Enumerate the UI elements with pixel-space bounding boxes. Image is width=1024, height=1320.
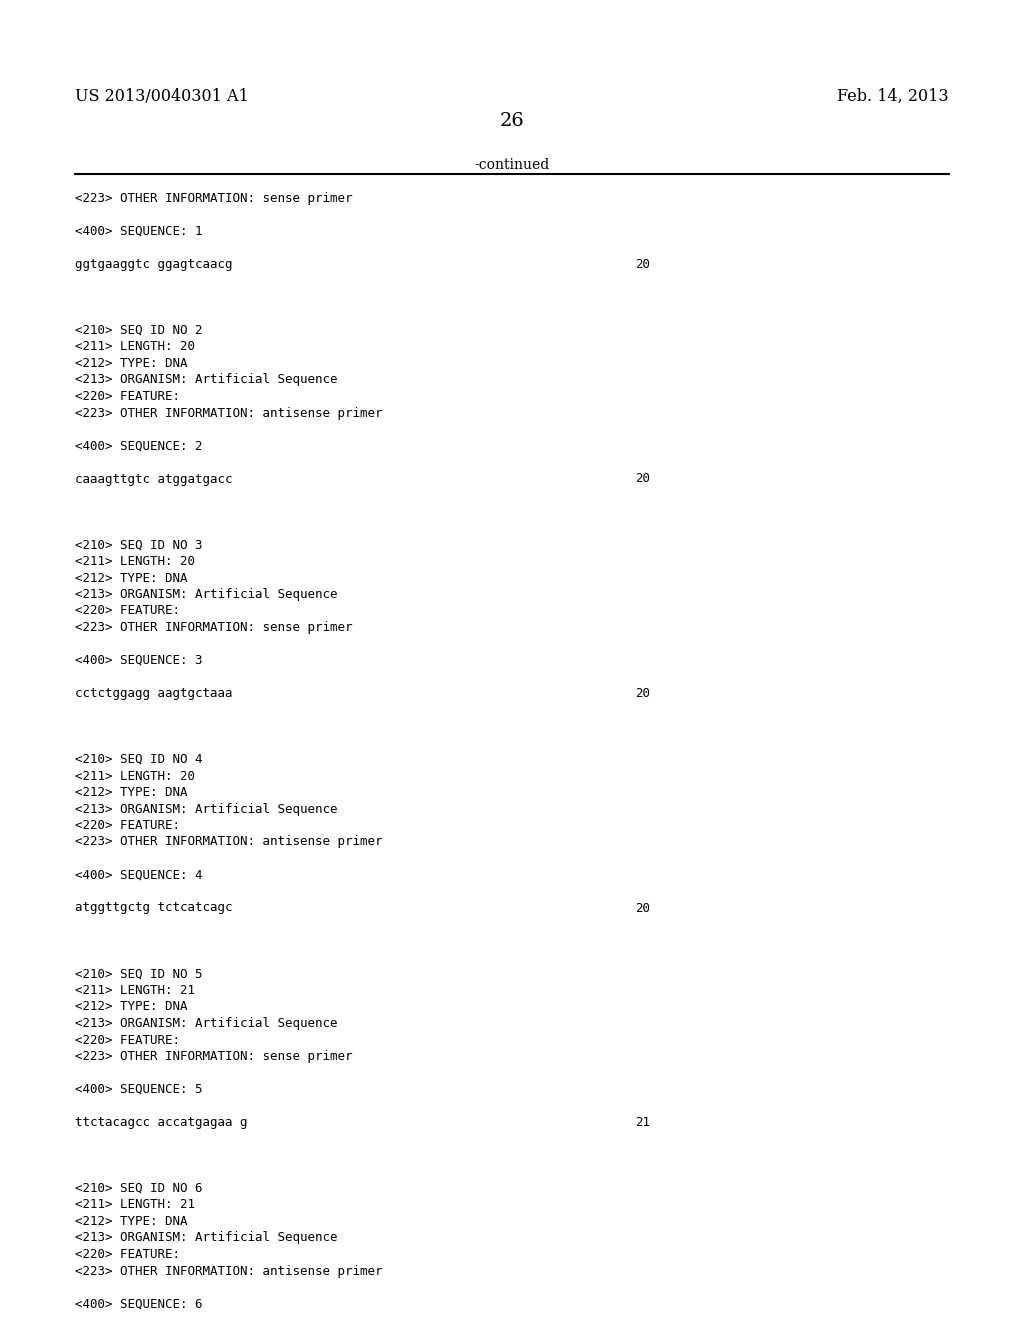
Text: <220> FEATURE:: <220> FEATURE: [75, 389, 180, 403]
Text: <213> ORGANISM: Artificial Sequence: <213> ORGANISM: Artificial Sequence [75, 1232, 338, 1245]
Text: <210> SEQ ID NO 4: <210> SEQ ID NO 4 [75, 752, 203, 766]
Text: ggtgaaggtc ggagtcaacg: ggtgaaggtc ggagtcaacg [75, 257, 232, 271]
Text: <211> LENGTH: 20: <211> LENGTH: 20 [75, 554, 195, 568]
Text: <220> FEATURE:: <220> FEATURE: [75, 605, 180, 618]
Text: <223> OTHER INFORMATION: sense primer: <223> OTHER INFORMATION: sense primer [75, 191, 352, 205]
Text: caaagttgtc atggatgacc: caaagttgtc atggatgacc [75, 473, 232, 486]
Text: <220> FEATURE:: <220> FEATURE: [75, 818, 180, 832]
Text: <220> FEATURE:: <220> FEATURE: [75, 1247, 180, 1261]
Text: <212> TYPE: DNA: <212> TYPE: DNA [75, 1214, 187, 1228]
Text: <213> ORGANISM: Artificial Sequence: <213> ORGANISM: Artificial Sequence [75, 587, 338, 601]
Text: atggttgctg tctcatcagc: atggttgctg tctcatcagc [75, 902, 232, 915]
Text: -continued: -continued [474, 158, 550, 172]
Text: <223> OTHER INFORMATION: antisense primer: <223> OTHER INFORMATION: antisense prime… [75, 836, 383, 849]
Text: Feb. 14, 2013: Feb. 14, 2013 [838, 88, 949, 106]
Text: <211> LENGTH: 21: <211> LENGTH: 21 [75, 983, 195, 997]
Text: <400> SEQUENCE: 6: <400> SEQUENCE: 6 [75, 1298, 203, 1311]
Text: <223> OTHER INFORMATION: antisense primer: <223> OTHER INFORMATION: antisense prime… [75, 407, 383, 420]
Text: <212> TYPE: DNA: <212> TYPE: DNA [75, 356, 187, 370]
Text: <220> FEATURE:: <220> FEATURE: [75, 1034, 180, 1047]
Text: 20: 20 [635, 257, 650, 271]
Text: <400> SEQUENCE: 1: <400> SEQUENCE: 1 [75, 224, 203, 238]
Text: US 2013/0040301 A1: US 2013/0040301 A1 [75, 88, 249, 106]
Text: <212> TYPE: DNA: <212> TYPE: DNA [75, 572, 187, 585]
Text: 20: 20 [635, 473, 650, 486]
Text: <400> SEQUENCE: 5: <400> SEQUENCE: 5 [75, 1082, 203, 1096]
Text: <212> TYPE: DNA: <212> TYPE: DNA [75, 1001, 187, 1014]
Text: ttctacagcc accatgagaa g: ttctacagcc accatgagaa g [75, 1115, 248, 1129]
Text: 20: 20 [635, 902, 650, 915]
Text: <210> SEQ ID NO 2: <210> SEQ ID NO 2 [75, 323, 203, 337]
Text: <223> OTHER INFORMATION: antisense primer: <223> OTHER INFORMATION: antisense prime… [75, 1265, 383, 1278]
Text: 21: 21 [635, 1115, 650, 1129]
Text: <212> TYPE: DNA: <212> TYPE: DNA [75, 785, 187, 799]
Text: 20: 20 [635, 686, 650, 700]
Text: <213> ORGANISM: Artificial Sequence: <213> ORGANISM: Artificial Sequence [75, 374, 338, 387]
Text: <210> SEQ ID NO 5: <210> SEQ ID NO 5 [75, 968, 203, 981]
Text: <211> LENGTH: 21: <211> LENGTH: 21 [75, 1199, 195, 1212]
Text: <400> SEQUENCE: 4: <400> SEQUENCE: 4 [75, 869, 203, 882]
Text: <223> OTHER INFORMATION: sense primer: <223> OTHER INFORMATION: sense primer [75, 1049, 352, 1063]
Text: 26: 26 [500, 112, 524, 129]
Text: <211> LENGTH: 20: <211> LENGTH: 20 [75, 770, 195, 783]
Text: cctctggagg aagtgctaaa: cctctggagg aagtgctaaa [75, 686, 232, 700]
Text: <210> SEQ ID NO 3: <210> SEQ ID NO 3 [75, 539, 203, 552]
Text: <211> LENGTH: 20: <211> LENGTH: 20 [75, 341, 195, 354]
Text: <223> OTHER INFORMATION: sense primer: <223> OTHER INFORMATION: sense primer [75, 620, 352, 634]
Text: <400> SEQUENCE: 3: <400> SEQUENCE: 3 [75, 653, 203, 667]
Text: <213> ORGANISM: Artificial Sequence: <213> ORGANISM: Artificial Sequence [75, 1016, 338, 1030]
Text: <213> ORGANISM: Artificial Sequence: <213> ORGANISM: Artificial Sequence [75, 803, 338, 816]
Text: <400> SEQUENCE: 2: <400> SEQUENCE: 2 [75, 440, 203, 453]
Text: <210> SEQ ID NO 6: <210> SEQ ID NO 6 [75, 1181, 203, 1195]
